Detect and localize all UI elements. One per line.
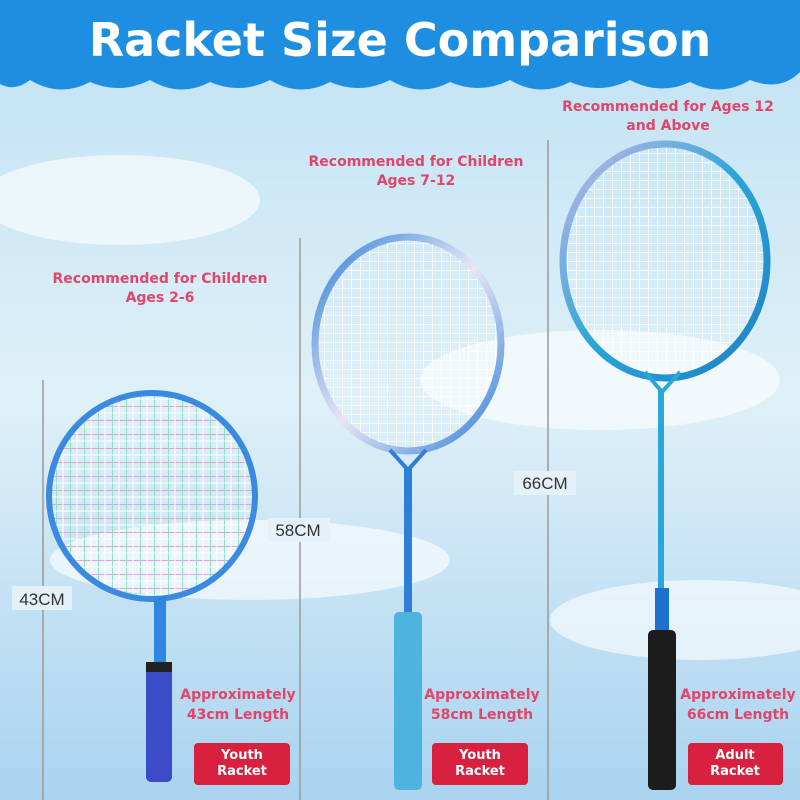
- badge-text: Racket: [455, 764, 505, 779]
- recommendation: Recommended for Ages 12: [562, 99, 774, 115]
- badge: [194, 743, 290, 785]
- title: Racket Size Comparison: [89, 13, 712, 67]
- size-label: 58CM: [275, 521, 320, 540]
- recommendation: and Above: [626, 118, 709, 134]
- recommendation: Recommended for Children: [309, 154, 524, 170]
- badge-text: Racket: [710, 764, 760, 779]
- size-label-bg: [12, 586, 72, 610]
- racket: [311, 233, 505, 790]
- badge-text: Adult: [715, 748, 754, 763]
- title-banner: [0, 0, 800, 90]
- badge-text: Youth: [220, 748, 263, 763]
- badge-text: Racket: [217, 764, 267, 779]
- size-label: 43CM: [19, 590, 64, 609]
- badge: [688, 743, 783, 785]
- size-label: 66CM: [522, 474, 567, 493]
- size-label-bg: [514, 471, 576, 495]
- length-note: 66cm Length: [687, 707, 789, 723]
- length-note: Approximately: [180, 687, 295, 703]
- badge: [432, 743, 528, 785]
- racket: [559, 140, 771, 790]
- recommendation: Ages 7-12: [377, 173, 456, 189]
- length-note: 43cm Length: [187, 707, 289, 723]
- length-note: Approximately: [680, 687, 795, 703]
- recommendation: Recommended for Children: [53, 271, 268, 287]
- racket: [46, 390, 258, 782]
- size-label-bg: [268, 518, 330, 542]
- badge-text: Youth: [458, 748, 501, 763]
- length-note: Approximately: [424, 687, 539, 703]
- recommendation: Ages 2-6: [126, 290, 195, 306]
- length-note: 58cm Length: [431, 707, 533, 723]
